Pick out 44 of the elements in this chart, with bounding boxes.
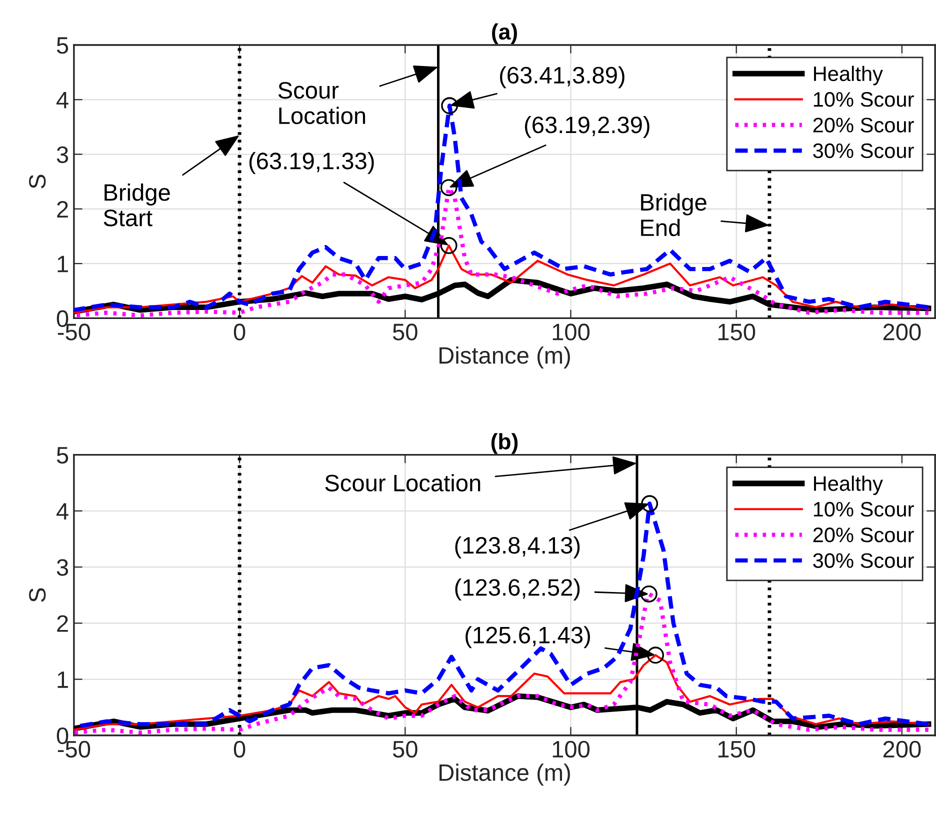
legend-label: Healthy: [814, 476, 883, 496]
ref-line-label: Scour Location: [325, 474, 480, 492]
y-tick-label: 3: [56, 559, 68, 576]
y-tick-label: 3: [56, 146, 68, 164]
x-tick-label: 50: [392, 740, 418, 758]
ref-line-label: Bridge Start: [104, 184, 170, 226]
legend-label: 10% Scour: [814, 92, 914, 107]
y-tick-label: 2: [57, 200, 68, 218]
legend-label: Healthy: [814, 66, 883, 86]
x-tick-label: 100: [552, 740, 590, 758]
annotation: (123.6,2.52): [455, 578, 580, 600]
x-axis-title: Distance (m): [440, 764, 570, 786]
legend-label: 20% Scour: [813, 528, 914, 542]
ref-line-label: Bridge End: [641, 193, 706, 236]
x-tick-label: 200: [883, 324, 921, 340]
y-axis-title: S: [29, 174, 46, 188]
legend-label: 10% Scour: [814, 502, 914, 517]
y-axis-title: S: [29, 588, 46, 602]
ref-line-label: Scour Location: [278, 82, 366, 124]
x-tick-label: 150: [718, 324, 756, 340]
annotation: (63.41,3.89): [500, 66, 624, 88]
y-tick-label: 5: [56, 37, 68, 54]
y-tick-label: 1: [58, 672, 68, 688]
x-tick-label: 0: [234, 324, 246, 340]
y-tick-label: 4: [56, 503, 68, 520]
x-axis-title: Distance (m): [440, 346, 570, 368]
y-tick-label: 2: [57, 615, 68, 632]
y-tick-label: 4: [56, 92, 68, 108]
x-tick-label: 150: [718, 740, 756, 758]
annotation: (123.8,4.13): [455, 536, 580, 558]
chart-title: (a): [492, 23, 517, 44]
annotation: (125.6,1.43): [466, 626, 590, 648]
annotation: (63.19,1.33): [249, 152, 374, 174]
y-tick-label: 1: [58, 256, 68, 272]
chart-title: (b): [491, 433, 518, 454]
legend-label: 30% Scour: [813, 553, 914, 568]
legend-label: 20% Scour: [813, 118, 914, 132]
legend-label: 30% Scour: [813, 143, 914, 158]
x-tick-label: 200: [883, 740, 921, 758]
x-tick-label: 100: [552, 324, 590, 340]
y-tick-label: 5: [56, 447, 68, 464]
x-tick-label: 50: [392, 324, 418, 340]
x-tick-label: 0: [234, 740, 246, 758]
annotation: (63.19,2.39): [524, 116, 650, 138]
